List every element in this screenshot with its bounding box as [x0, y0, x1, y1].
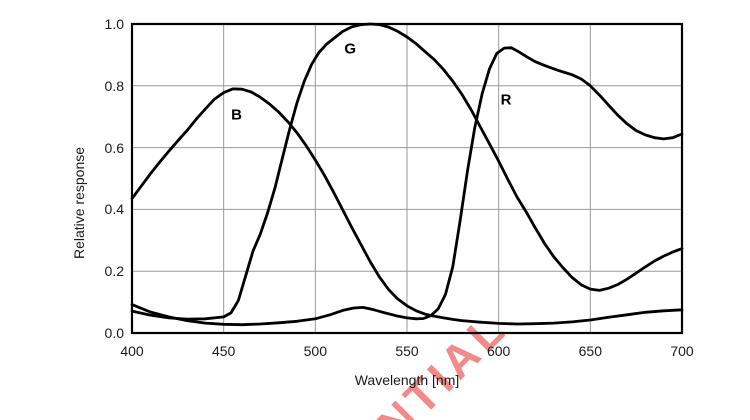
plot-border	[130, 22, 684, 335]
curve-G	[130, 22, 684, 321]
curve-B	[130, 87, 684, 326]
curve-R	[130, 46, 684, 327]
